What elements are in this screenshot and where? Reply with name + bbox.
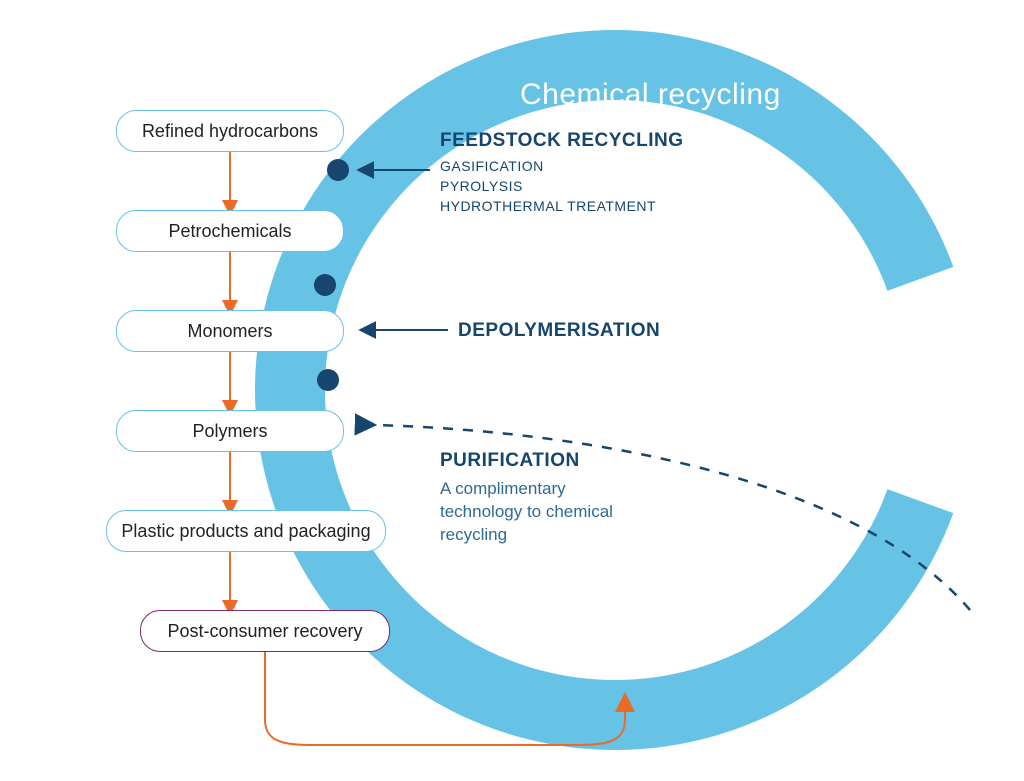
heading-depolymerisation: DEPOLYMERISATION [458, 320, 660, 342]
dot-depoly-lower [317, 369, 339, 391]
pill-label: Post-consumer recovery [167, 621, 362, 642]
pill-monomers: Monomers [116, 310, 344, 352]
pill-label: Refined hydrocarbons [142, 121, 318, 142]
pill-polymers: Polymers [116, 410, 344, 452]
pill-label: Monomers [187, 321, 272, 342]
pill-plastic-products: Plastic products and packaging [106, 510, 386, 552]
ring-title: Chemical recycling [520, 78, 781, 112]
pill-label: Petrochemicals [168, 221, 291, 242]
heading-feedstock: FEEDSTOCK RECYCLING [440, 130, 684, 152]
pill-label: Polymers [192, 421, 267, 442]
pill-post-consumer-recovery: Post-consumer recovery [140, 610, 390, 652]
dot-feedstock [327, 159, 349, 181]
body-purification: A complimentary technology to chemical r… [440, 478, 630, 547]
heading-purification: PURIFICATION [440, 450, 580, 472]
sub-gasification: GASIFICATION [440, 158, 544, 174]
sub-pyrolysis: PYROLYSIS [440, 178, 523, 194]
pill-petrochemicals: Petrochemicals [116, 210, 344, 252]
diagram-stage: Chemical recycling Refined hydrocarbons … [0, 0, 1024, 781]
pill-refined-hydrocarbons: Refined hydrocarbons [116, 110, 344, 152]
pill-label: Plastic products and packaging [121, 521, 370, 542]
sub-hydrothermal: HYDROTHERMAL TREATMENT [440, 198, 656, 214]
dot-depoly-upper [314, 274, 336, 296]
